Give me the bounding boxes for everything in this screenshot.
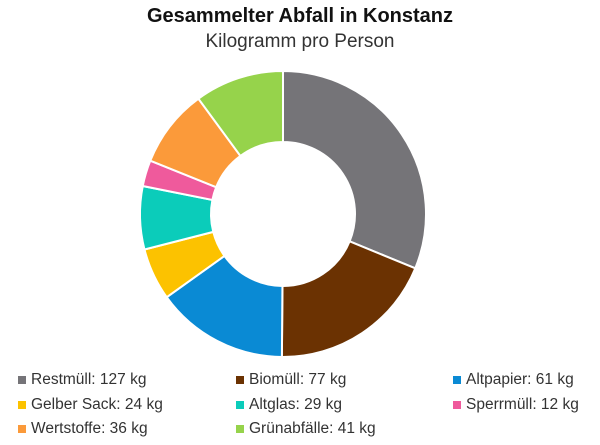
legend-label-restmuell: Restmüll: 127 kg	[31, 371, 147, 388]
legend-item-restmuell: Restmüll: 127 kg	[18, 371, 146, 389]
legend-marker-altpapier	[453, 376, 461, 384]
legend-item-biomuell: Biomüll: 77 kg	[236, 371, 346, 389]
legend-item-gelber-sack: Gelber Sack: 24 kg	[18, 396, 163, 414]
donut-slice-grünabfälle	[197, 69, 284, 158]
legend-item-gruenabfaelle: Grünabfälle: 41 kg	[236, 420, 376, 438]
legend-label-gruenabfaelle: Grünabfälle: 41 kg	[249, 420, 376, 437]
chart-title: Gesammelter Abfall in Konstanz	[147, 5, 453, 27]
legend-label-sperrmuell: Sperrmüll: 12 kg	[466, 396, 579, 413]
legend-item-sperrmuell: Sperrmüll: 12 kg	[453, 396, 579, 414]
legend-marker-gruenabfaelle	[236, 425, 244, 433]
donut-slice-restmüll	[282, 69, 427, 270]
legend-marker-sperrmuell	[453, 401, 461, 409]
legend-marker-gelber-sack	[18, 401, 26, 409]
legend-label-biomuell: Biomüll: 77 kg	[249, 371, 347, 388]
legend-marker-restmuell	[18, 376, 26, 384]
legend-label-gelber-sack: Gelber Sack: 24 kg	[31, 396, 163, 413]
chart-subtitle: Kilogramm pro Person	[205, 31, 395, 52]
donut-slice-biomüll	[280, 240, 417, 358]
legend-label-altglas: Altglas: 29 kg	[249, 396, 343, 413]
legend-marker-wertstoffe	[18, 425, 26, 433]
legend-item-altglas: Altglas: 29 kg	[236, 396, 342, 414]
legend-marker-biomuell	[236, 376, 244, 384]
legend-marker-altglas	[236, 401, 244, 409]
legend-item-altpapier: Altpapier: 61 kg	[453, 371, 574, 389]
legend-label-wertstoffe: Wertstoffe: 36 kg	[31, 420, 148, 437]
legend-item-wertstoffe: Wertstoffe: 36 kg	[18, 420, 148, 438]
legend-label-altpapier: Altpapier: 61 kg	[466, 371, 574, 388]
